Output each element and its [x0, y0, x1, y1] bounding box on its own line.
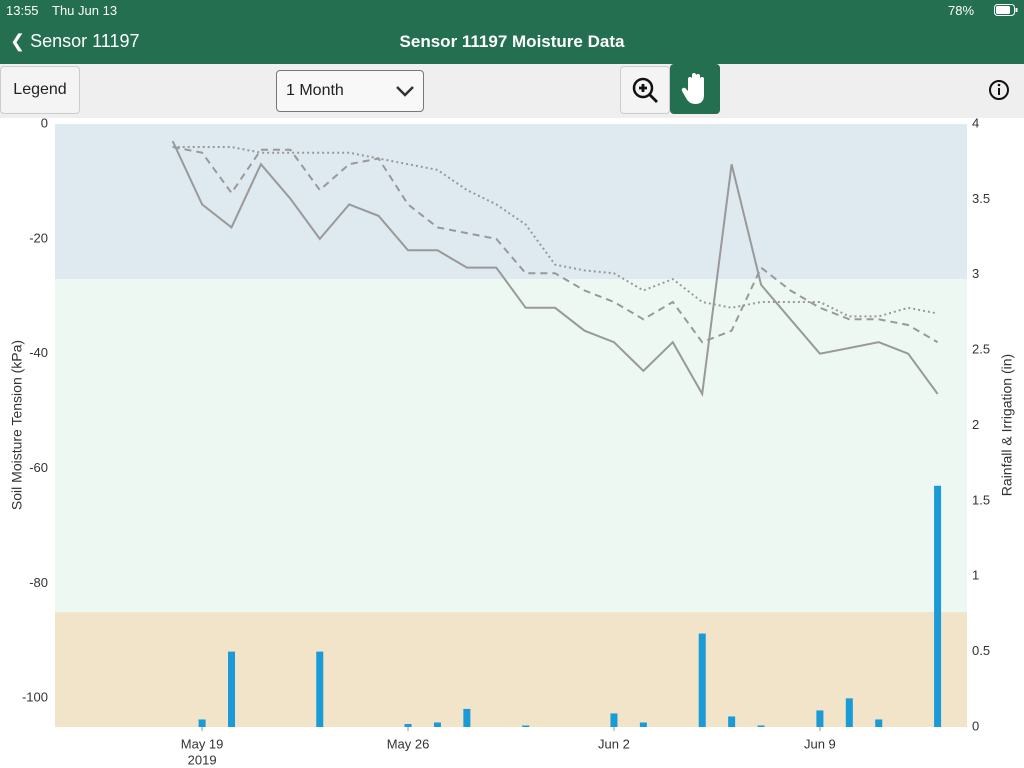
- y2-tick-label: 2.5: [972, 342, 990, 357]
- y2-tick-label: 0.5: [972, 643, 990, 658]
- rain-bar: [728, 716, 736, 727]
- rain-bar: [816, 710, 824, 727]
- rain-bar: [228, 651, 236, 727]
- y-tick-label: -60: [29, 460, 48, 475]
- zone-band: [55, 279, 967, 613]
- date: Thu Jun 13: [52, 3, 118, 18]
- y-tick-label: -40: [29, 345, 48, 360]
- y-tick-label: 0: [41, 118, 48, 130]
- rain-bar: [845, 698, 853, 727]
- y-tick-label: -100: [22, 690, 48, 705]
- rain-bar: [463, 708, 471, 727]
- info-button[interactable]: [987, 78, 1011, 102]
- time: 13:55: [6, 3, 39, 18]
- y-tick-label: -80: [29, 575, 48, 590]
- pan-button[interactable]: [670, 64, 720, 114]
- rain-bar: [875, 719, 883, 727]
- y-axis-label: Soil Moisture Tension (kPa): [9, 340, 25, 510]
- rain-bar: [522, 725, 530, 727]
- range-select[interactable]: 1 Month: [276, 70, 424, 112]
- back-button[interactable]: ❮ Sensor 11197: [10, 31, 140, 51]
- dropdown-arrow: [396, 86, 414, 97]
- battery: 78%: [948, 3, 975, 18]
- x-tick-label: Jun 2: [598, 736, 630, 751]
- y2-tick-label: 3.5: [972, 191, 990, 206]
- nav-bar: ❮ Sensor 11197 Sensor 11197 Moisture Dat…: [0, 20, 1024, 64]
- rain-bar: [198, 719, 206, 727]
- y2-tick-label: 4: [972, 118, 979, 130]
- moisture-line: [172, 146, 939, 344]
- chart: Soil Moisture Tension (kPa) Rainfall & I…: [9, 118, 1015, 767]
- rain-bar: [757, 725, 765, 727]
- legend-button[interactable]: Legend: [0, 66, 80, 114]
- zoom-button[interactable]: [620, 66, 670, 114]
- x-tick-label: May 19: [181, 736, 224, 751]
- battery-icon: [994, 4, 1018, 16]
- rain-bar: [934, 485, 942, 727]
- x-year-label: 2019: [188, 752, 217, 767]
- rain-bar: [698, 633, 706, 727]
- x-tick-label: Jun 9: [804, 736, 836, 751]
- rain-bar: [639, 722, 647, 727]
- y2-tick-label: 1: [972, 568, 979, 583]
- y2-tick-label: 2: [972, 417, 979, 432]
- y-tick-label: -20: [29, 230, 48, 245]
- y2-tick-label: 0: [972, 718, 979, 733]
- zone-band: [55, 612, 967, 727]
- rain-bar: [404, 723, 412, 727]
- status-bar: 13:55 Thu Jun 13 78%: [0, 0, 1024, 20]
- rain-bar: [433, 722, 441, 727]
- moisture-line: [171, 140, 939, 397]
- y2-axis-label: Rainfall & Irrigation (in): [999, 354, 1015, 496]
- range-value[interactable]: 1 Month: [286, 82, 344, 99]
- zoom-icon: [632, 77, 658, 103]
- rain-bar: [316, 651, 324, 727]
- y2-tick-label: 3: [972, 266, 979, 281]
- back-label[interactable]: Sensor 11197: [30, 31, 140, 51]
- zone-band: [55, 124, 967, 280]
- moisture-line: [172, 146, 938, 318]
- pan-icon: [681, 73, 704, 104]
- rain-bar: [610, 713, 618, 727]
- nav-title: Sensor 11197 Moisture Data: [399, 32, 625, 51]
- x-tick-label: May 26: [387, 736, 430, 751]
- y2-tick-label: 1.5: [972, 492, 990, 507]
- bands: [55, 124, 967, 727]
- toolbar: Legend 1 Month: [0, 64, 1024, 118]
